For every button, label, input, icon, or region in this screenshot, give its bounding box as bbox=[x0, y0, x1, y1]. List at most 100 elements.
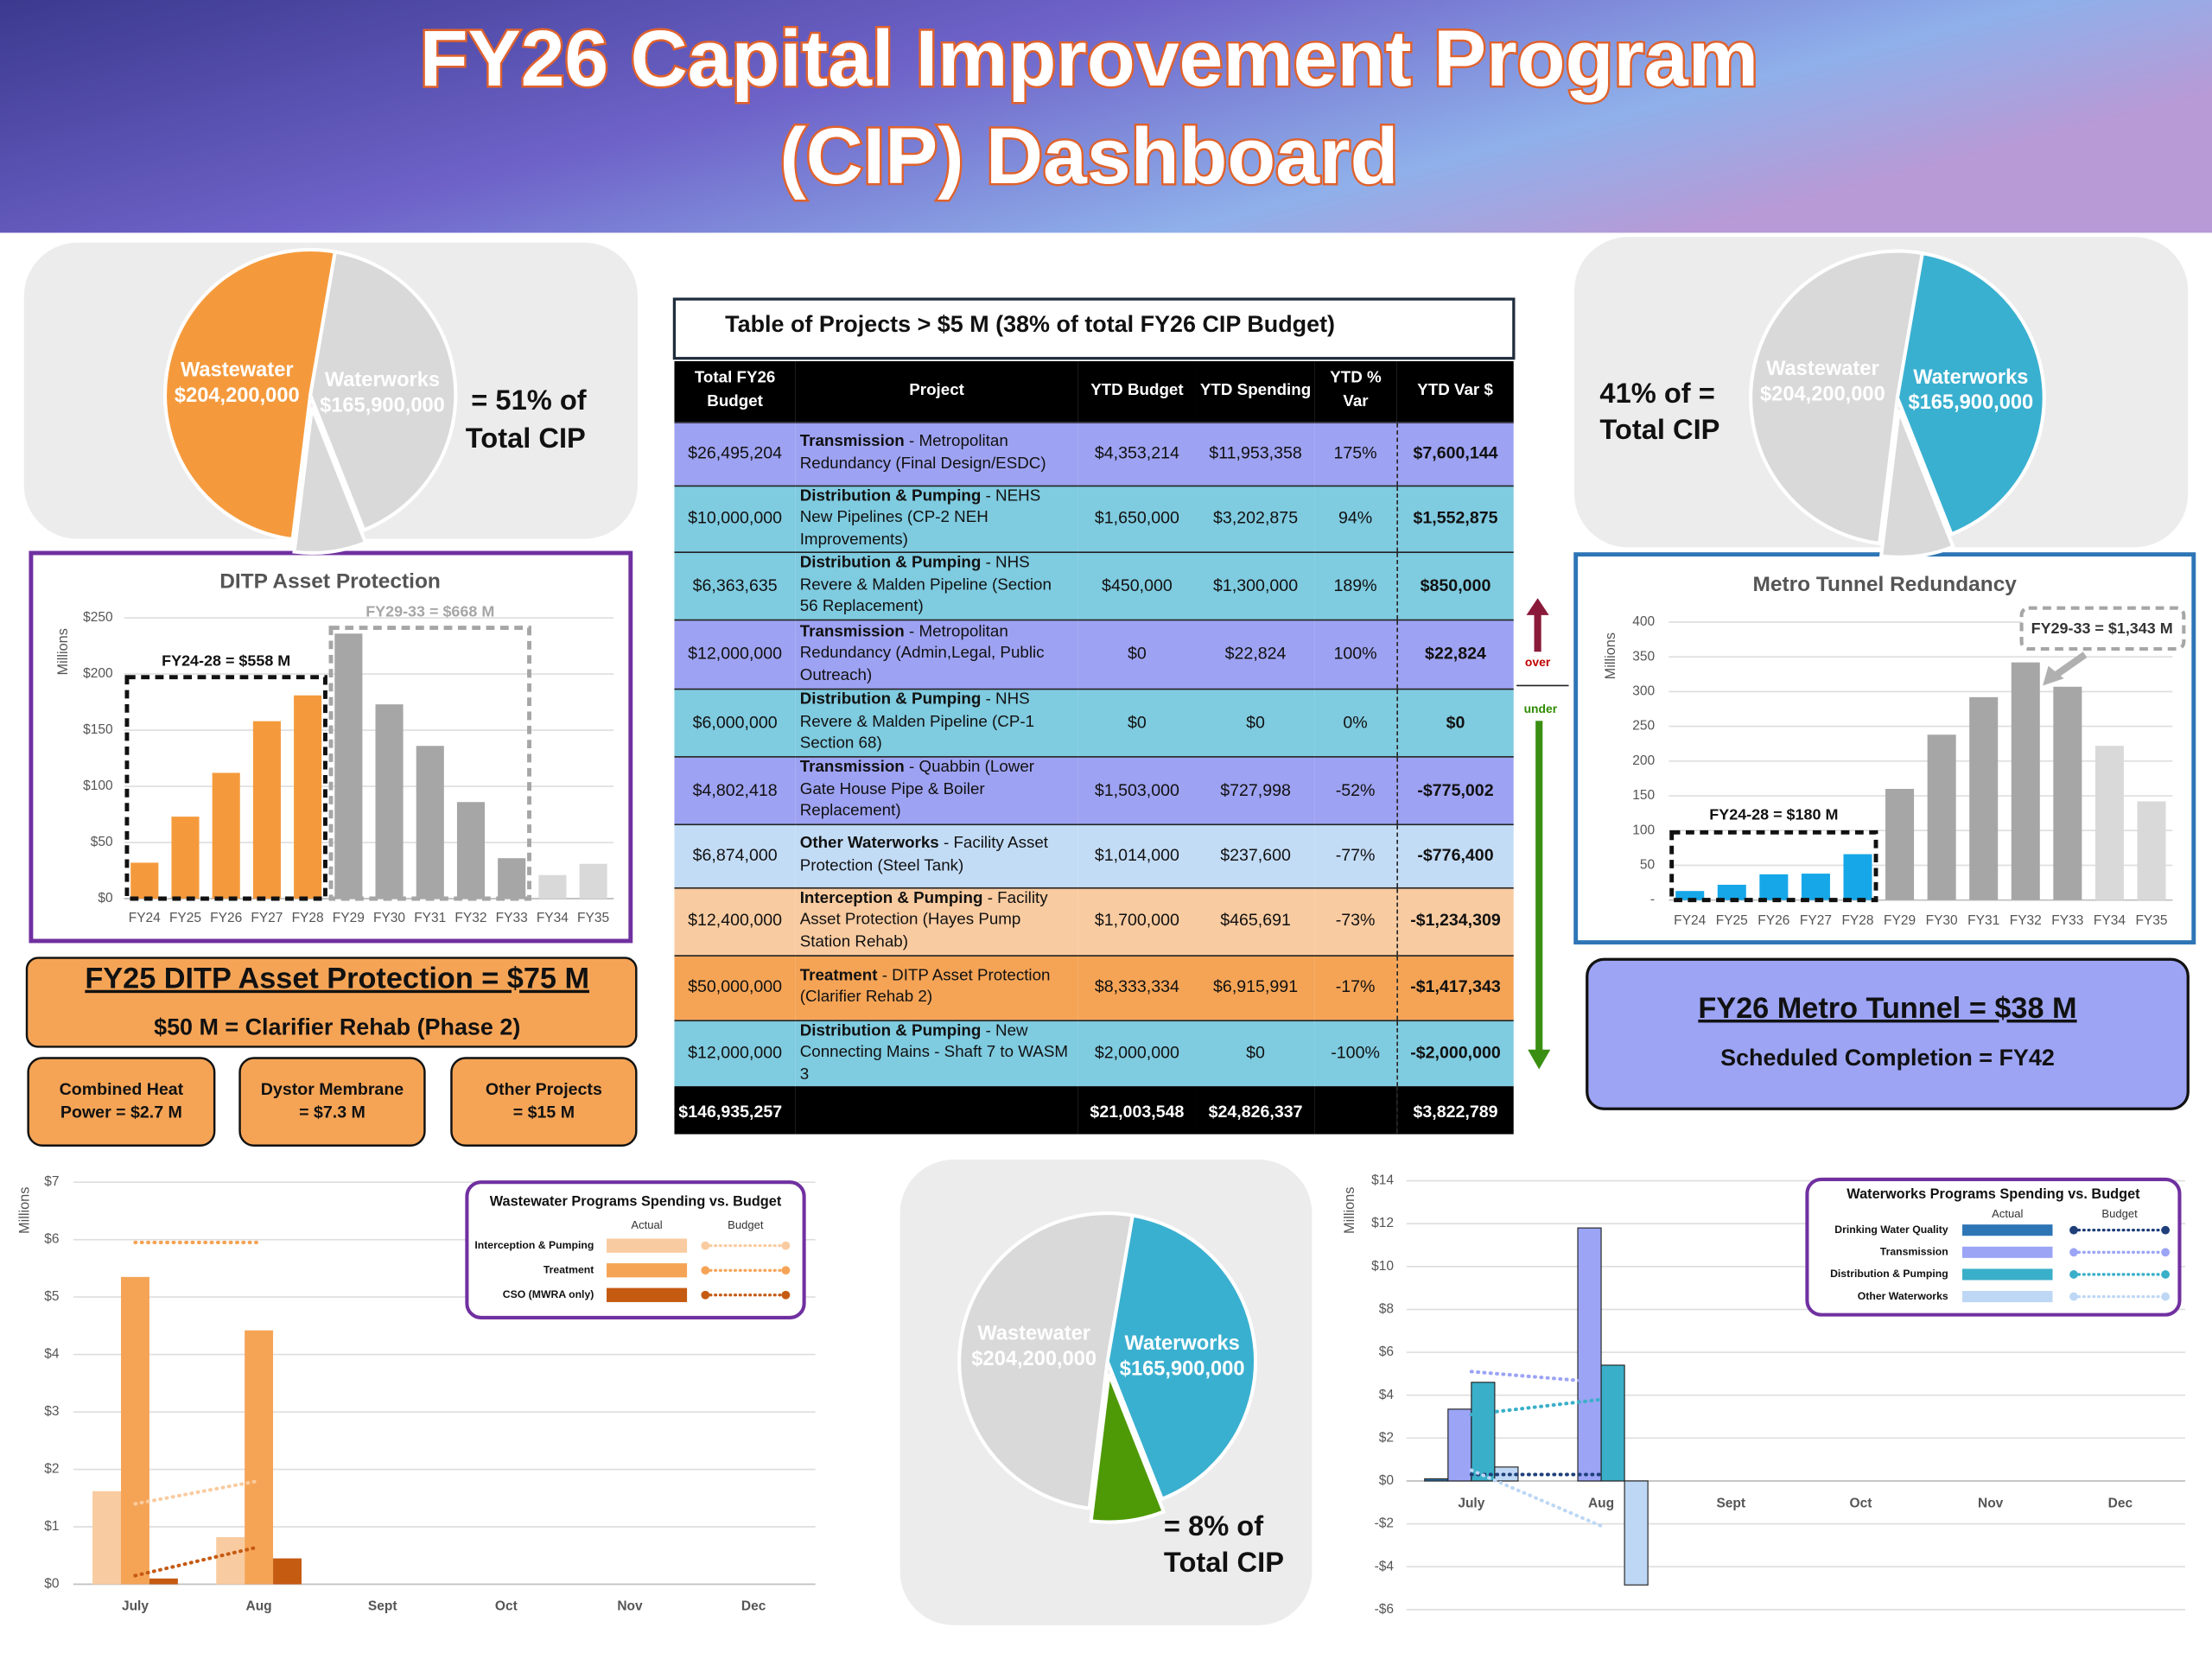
project-description: - Facility Asset Protection (Hayes Pump … bbox=[799, 889, 1048, 950]
x-tick-label: FY32 bbox=[454, 911, 486, 925]
table-row: $4,802,418 Transmission - Quabbin (Lower … bbox=[674, 756, 1514, 824]
table-title: Table of Projects > $5 M (38% of total F… bbox=[725, 311, 1335, 337]
y-tick-label: 100 bbox=[1632, 823, 1655, 837]
pie-slice bbox=[163, 247, 338, 542]
y-axis-label: Millions bbox=[1603, 632, 1618, 679]
legend-label: Treatment bbox=[543, 1263, 594, 1275]
ditp-box bbox=[25, 957, 638, 1048]
bar bbox=[456, 802, 486, 899]
metro-box-title: FY26 Metro Tunnel = $38 M bbox=[1698, 992, 2076, 1025]
x-tick-label: Oct bbox=[1850, 1497, 1872, 1511]
bar bbox=[1843, 854, 1872, 900]
project-description: - Metropolitan Redundancy (Final Design/… bbox=[799, 433, 1046, 473]
under-arrow-head bbox=[1528, 1049, 1551, 1070]
ditp-item-text: Dystor Membrane bbox=[261, 1080, 404, 1099]
var-cell: -$776,400 bbox=[1395, 823, 1514, 887]
group-bracket bbox=[1669, 830, 1878, 903]
chart-title: DITP Asset Protection bbox=[219, 570, 441, 594]
total-budget-cell: $146,935,257 bbox=[674, 1086, 796, 1135]
ytd-spending-cell: $1,300,000 bbox=[1196, 551, 1315, 620]
group-bracket bbox=[328, 626, 531, 901]
pct-var-cell: -77% bbox=[1314, 823, 1397, 887]
table-row: $50,000,000 Treatment - DITP Asset Protec… bbox=[674, 954, 1514, 1020]
x-tick-label: FY32 bbox=[2010, 913, 2042, 928]
bar bbox=[2137, 801, 2166, 900]
bar bbox=[2094, 746, 2124, 900]
x-tick-label: FY34 bbox=[537, 911, 569, 925]
ytd-spending-cell: $3,202,875 bbox=[1196, 484, 1315, 553]
y-tick-label: $8 bbox=[1379, 1302, 1394, 1317]
var-cell: -$775,002 bbox=[1395, 756, 1514, 824]
bar bbox=[1600, 1364, 1625, 1482]
legend-label: Interception & Pumping bbox=[474, 1239, 594, 1251]
dashboard-title: FY26 Capital Improvement Program bbox=[420, 15, 1758, 103]
legend-header: Actual bbox=[631, 1218, 662, 1231]
project-category: Interception & Pumping bbox=[799, 889, 983, 907]
y-tick-label: $0 bbox=[1379, 1473, 1395, 1488]
table-host: Total FY26 Budget Project YTD Budget YTD Sp… bbox=[674, 360, 1514, 1135]
bar bbox=[130, 862, 159, 899]
annotation: FY29-33 = $1,343 M bbox=[2031, 620, 2173, 637]
ditp-box-title: FY25 DITP Asset Protection = $75 M bbox=[85, 963, 589, 995]
ditp-box-subtitle: $50 M = Clarifier Rehab (Phase 2) bbox=[154, 1014, 520, 1039]
bar bbox=[1801, 874, 1830, 900]
annotation: FY24-28 = $180 M bbox=[1709, 805, 1838, 823]
ytd-spending-cell: $22,824 bbox=[1196, 619, 1315, 690]
legend-budget-dot bbox=[2161, 1270, 2171, 1279]
bar bbox=[375, 704, 404, 899]
budget-line bbox=[1469, 1370, 1604, 1384]
legend-budget-dot bbox=[2161, 1225, 2171, 1235]
x-tick-label: Dec bbox=[2108, 1497, 2133, 1511]
bar bbox=[1927, 734, 1956, 900]
pie-slice bbox=[1878, 410, 1956, 559]
pie-annotation: Total CIP bbox=[1164, 1546, 1284, 1578]
y-tick-label: 300 bbox=[1632, 684, 1655, 699]
var-cell: $3,822,789 bbox=[1395, 1086, 1514, 1135]
pie-annotation: Total CIP bbox=[466, 422, 586, 454]
budget-line bbox=[1469, 1397, 1604, 1417]
empty-cell bbox=[1314, 1086, 1397, 1135]
group-bracket bbox=[124, 675, 327, 901]
ditp-item-box bbox=[450, 1057, 638, 1147]
bar bbox=[92, 1491, 122, 1585]
x-tick-label: FY26 bbox=[210, 911, 242, 925]
bar bbox=[1624, 1480, 1649, 1586]
x-tick-label: Sept bbox=[368, 1599, 397, 1614]
x-tick-label: Dec bbox=[741, 1599, 766, 1614]
total-budget-cell: $6,874,000 bbox=[674, 823, 796, 887]
x-tick-label: FY28 bbox=[1841, 913, 1873, 928]
var-cell: -$1,417,343 bbox=[1395, 954, 1514, 1020]
slice-label: Waterworks bbox=[1913, 366, 2028, 389]
x-tick-label: Nov bbox=[1978, 1497, 2004, 1511]
ditp-item-text: Other Projects bbox=[486, 1080, 602, 1099]
ditp-item-text: Power = $2.7 M bbox=[60, 1103, 182, 1122]
legend-header: Budget bbox=[2101, 1207, 2138, 1220]
y-axis-label: Millions bbox=[17, 1187, 33, 1234]
header-row: Total FY26 Budget Project YTD Budget YTD Sp… bbox=[674, 360, 1514, 423]
x-tick-label: Oct bbox=[495, 1599, 518, 1614]
ytd-spending-cell: $237,600 bbox=[1196, 823, 1315, 887]
x-tick-label: FY25 bbox=[1716, 913, 1748, 928]
total-budget-cell: $6,000,000 bbox=[674, 688, 796, 757]
bar bbox=[294, 695, 322, 899]
project-cell: Distribution & Pumping - New Connecting … bbox=[795, 1019, 1078, 1087]
legend-header: Actual bbox=[1992, 1207, 2023, 1220]
ytd-budget-cell: $450,000 bbox=[1077, 551, 1197, 620]
project-description: - Metropolitan Redundancy (Admin,Legal, … bbox=[799, 623, 1045, 684]
column-header: YTD Var $ bbox=[1396, 360, 1514, 423]
bar bbox=[149, 1578, 178, 1585]
bar bbox=[2053, 686, 2082, 900]
callout-arrow-head bbox=[2043, 665, 2064, 686]
budget-line bbox=[1469, 1468, 1604, 1529]
x-tick-label: FY29 bbox=[333, 911, 365, 925]
y-tick-label: 350 bbox=[1632, 649, 1655, 664]
y-tick-label: $2 bbox=[44, 1462, 59, 1477]
column-header: Project bbox=[795, 360, 1078, 423]
legend-budget-dot bbox=[2069, 1270, 2078, 1279]
ytd-spending-cell: $727,998 bbox=[1196, 756, 1315, 824]
bar bbox=[1471, 1382, 1496, 1482]
y-tick-label: $7 bbox=[44, 1174, 59, 1189]
pie-annotation: = 51% of bbox=[471, 384, 586, 416]
